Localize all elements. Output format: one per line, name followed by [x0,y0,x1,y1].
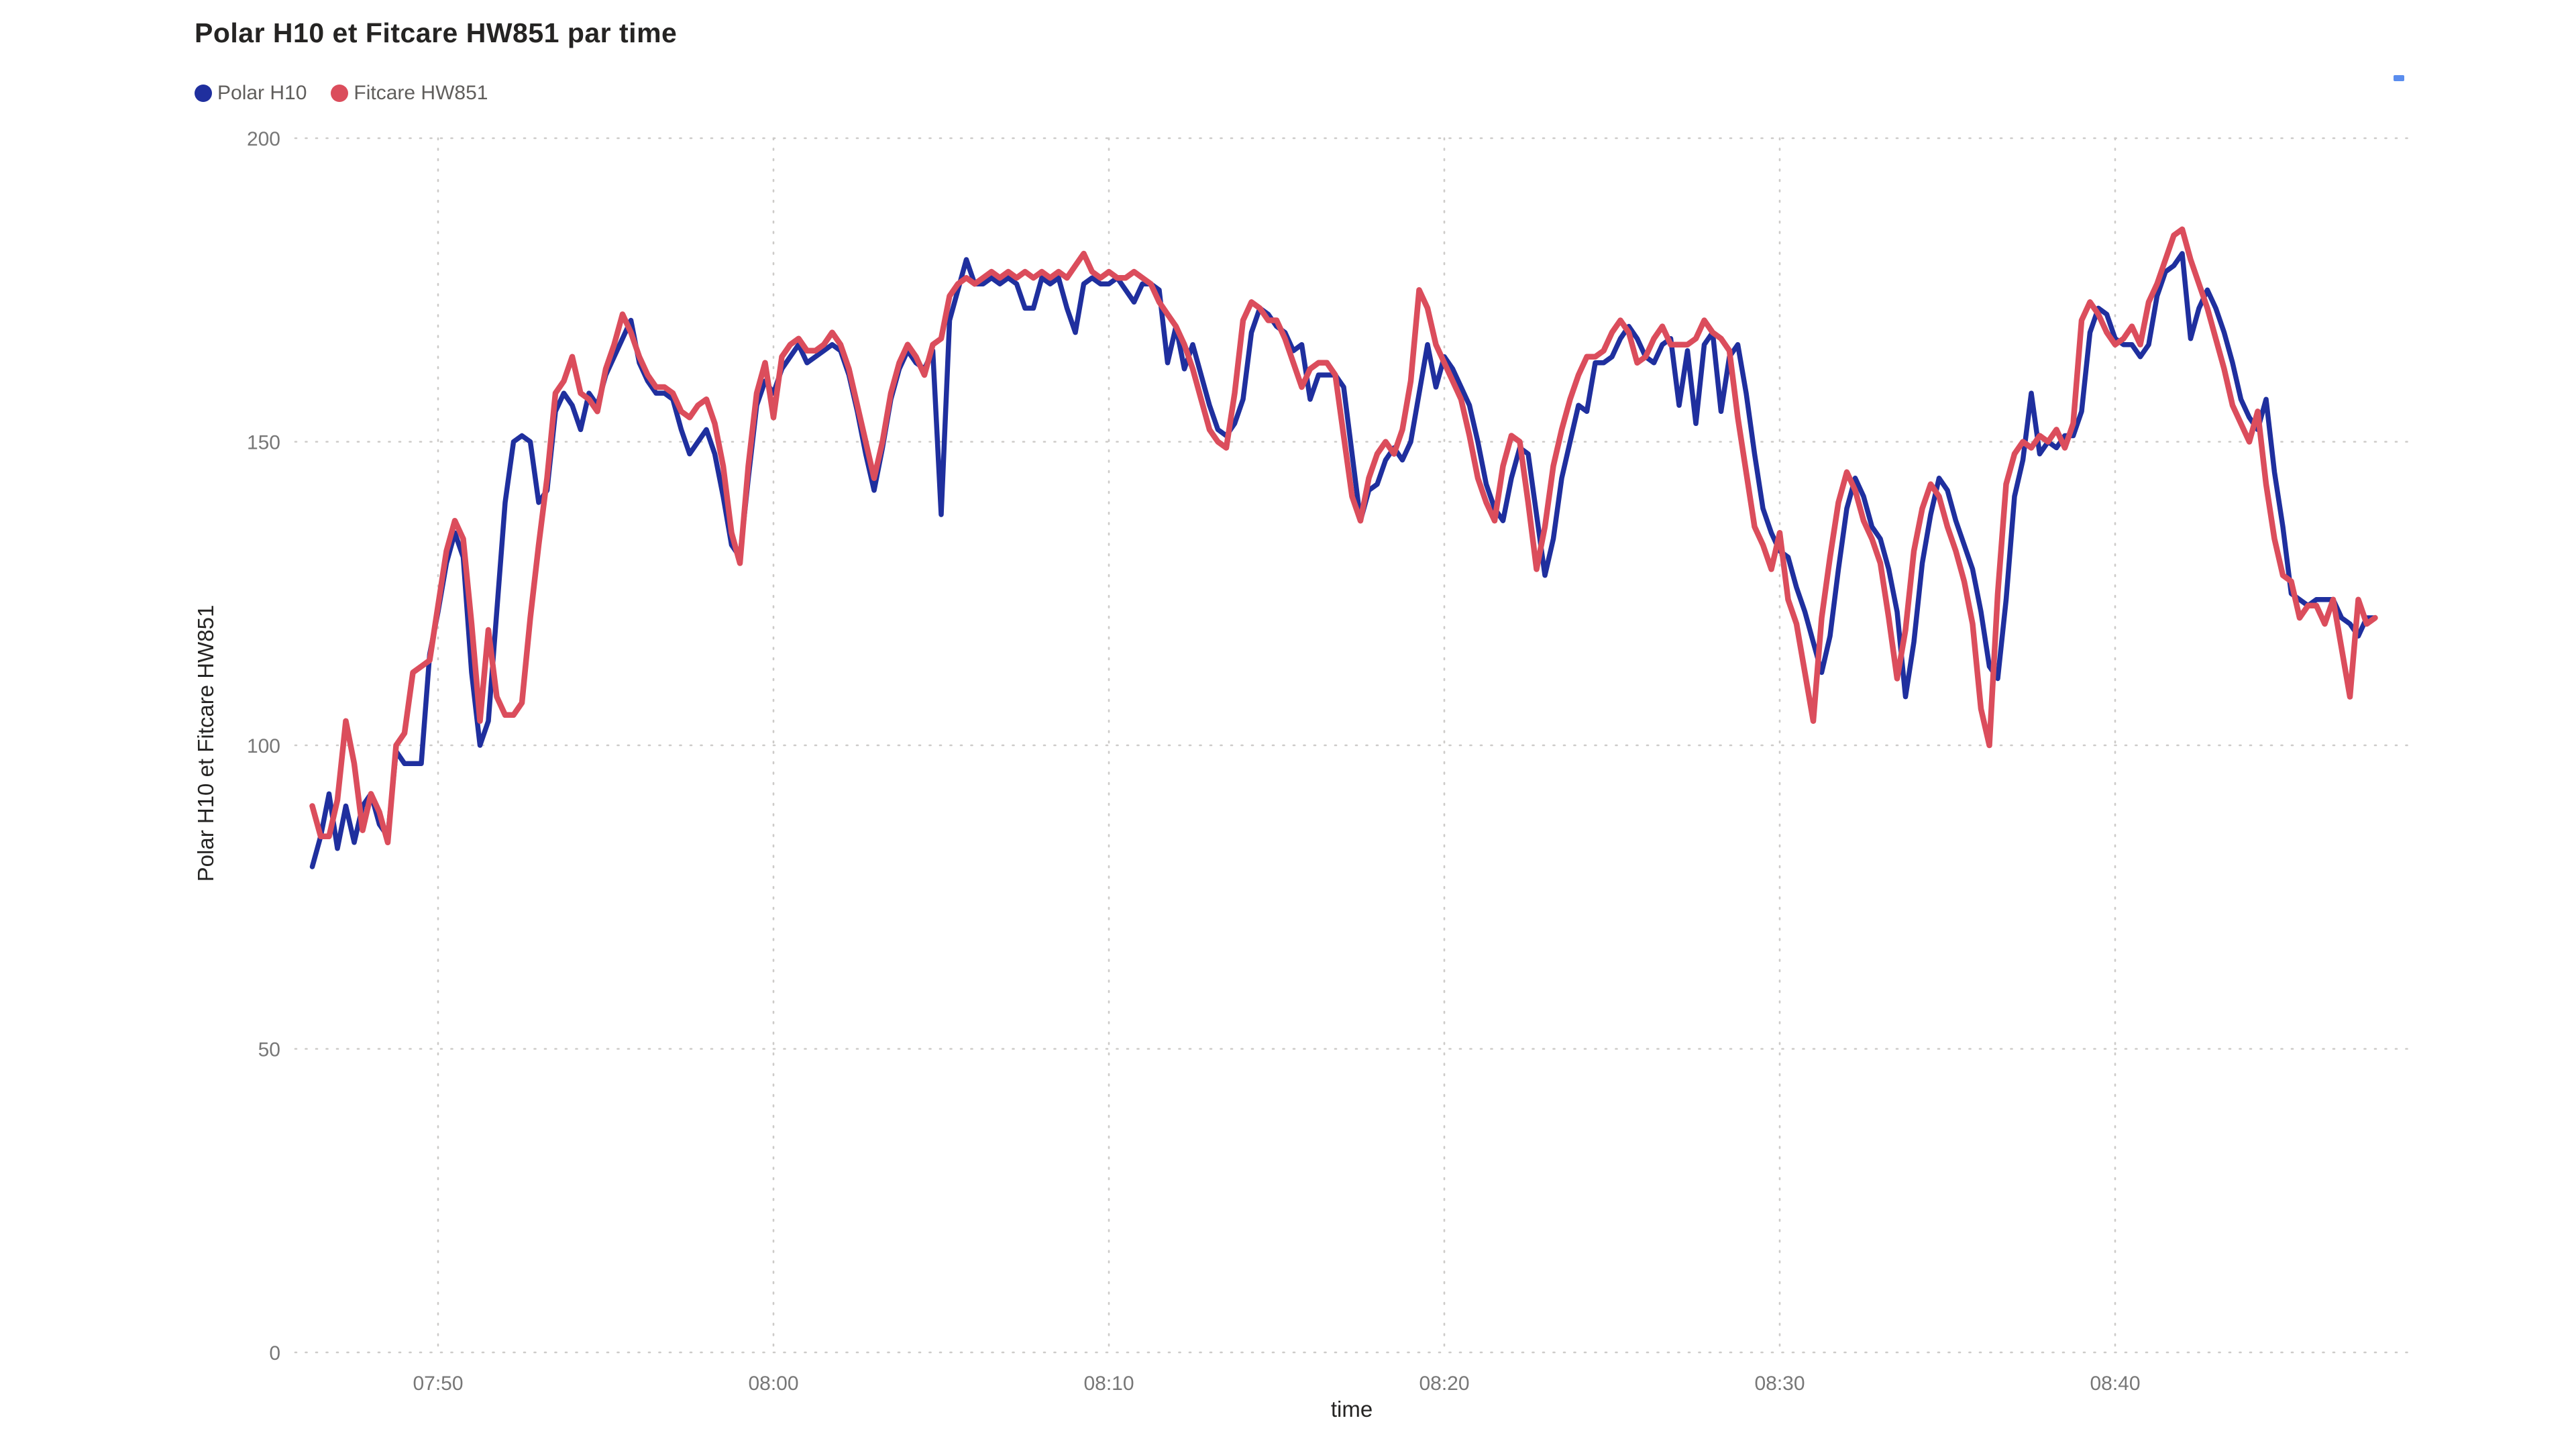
x-axis-tick-label: 07:50 [413,1373,463,1395]
series-line-polar-h10[interactable] [309,251,2378,869]
x-axis-tick-label: 08:20 [1419,1373,1469,1395]
x-axis-tick-label: 08:10 [1083,1373,1134,1395]
x-axis-title: time [1331,1397,1373,1421]
y-axis-tick-label: 50 [258,1039,280,1061]
legend-item-label: Fitcare HW851 [354,82,488,104]
legend-dot-icon [195,85,212,102]
series-line-fitcare-hw851[interactable] [309,226,2378,846]
y-axis-tick-label: 150 [247,432,280,454]
chart-title: Polar H10 et Fitcare HW851 par time [195,17,678,48]
legend-item-polar-h10[interactable]: Polar H10 [195,82,307,105]
chart-legend: Polar H10 Fitcare HW851 [195,82,488,105]
y-axis-tick-label: 100 [247,735,280,757]
y-axis-tick-label: 0 [269,1342,280,1364]
x-axis-tick-label: 08:30 [1754,1373,1805,1395]
y-axis-tick-label: 200 [247,128,280,150]
legend-item-fitcare-hw851[interactable]: Fitcare HW851 [331,82,488,105]
x-axis-tick-label: 08:40 [2090,1373,2140,1395]
x-axis-tick-label: 08:00 [748,1373,798,1395]
legend-dot-icon [331,85,349,102]
corner-mark-icon [2394,75,2404,81]
legend-item-label: Polar H10 [217,82,307,104]
y-axis-title: Polar H10 et Fitcare HW851 [193,605,218,882]
